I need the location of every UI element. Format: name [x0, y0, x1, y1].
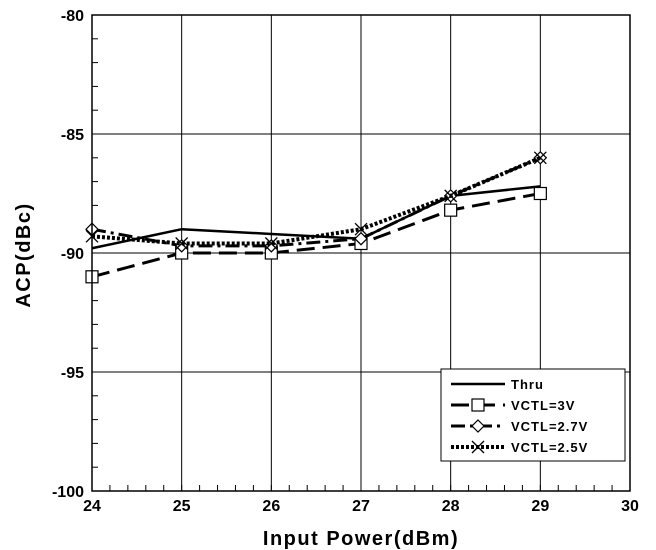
- legend-label: VCTL=2.7V: [511, 419, 588, 434]
- legend-item-vctl-2-7v: VCTL=2.7V: [451, 419, 588, 434]
- legend-item-vctl-2-5v: VCTL=2.5V: [451, 440, 588, 455]
- series-layer: [85, 150, 548, 284]
- legend-label: Thru: [511, 377, 544, 392]
- legend-marker: [471, 419, 485, 433]
- series-line: [91, 156, 541, 248]
- data-point: [533, 186, 547, 201]
- data-point: [444, 203, 458, 217]
- x-tick-label: 25: [173, 498, 191, 515]
- data-point: [354, 231, 368, 246]
- x-marker-stroke: [264, 237, 278, 250]
- x-tick-label: 27: [352, 498, 370, 515]
- y-tick-label: -95: [61, 365, 84, 382]
- x-marker-stroke: [471, 440, 485, 454]
- data-point: [444, 189, 458, 203]
- legend-label: VCTL=2.5V: [511, 440, 588, 455]
- data-point: [175, 237, 189, 250]
- y-axis-title: ACP(dBc): [13, 202, 35, 307]
- x-marker-stroke: [354, 222, 368, 236]
- legend-marker: [471, 398, 485, 412]
- x-marker-stroke: [444, 189, 458, 203]
- data-point: [533, 151, 547, 165]
- tick-labels: 24 25 26 27 28 29 30 -80 -85 -90 -95 -100: [52, 8, 639, 515]
- x-marker-stroke: [175, 237, 189, 250]
- y-tick-label: -100: [52, 484, 84, 501]
- y-tick-label: -90: [61, 246, 84, 263]
- x-marker-stroke: [533, 151, 547, 165]
- legend-item-vctl-3v: VCTL=3V: [451, 398, 575, 413]
- legend-label: VCTL=3V: [511, 398, 575, 413]
- x-tick-label: 26: [262, 498, 280, 515]
- x-axis-title: Input Power(dBm): [263, 528, 459, 550]
- data-point: [264, 237, 278, 250]
- plot-frame: [91, 14, 631, 492]
- series-line: [91, 155, 542, 246]
- x-tick-label: 28: [442, 498, 460, 515]
- data-point: [354, 222, 368, 236]
- series-vctl-2-5v: [85, 151, 547, 250]
- series-line: [91, 185, 541, 250]
- x-tick-label: 30: [621, 498, 639, 515]
- y-tick-label: -80: [61, 8, 84, 25]
- legend-item-thru: Thru: [451, 377, 544, 392]
- y-tick-label: -85: [61, 127, 84, 144]
- x-tick-label: 29: [531, 498, 549, 515]
- series-thru: [91, 185, 541, 250]
- legend: Thru VCTL=3V VCTL=2.7V VCTL=2.5V: [440, 368, 626, 462]
- x-tick-label: 24: [83, 498, 101, 515]
- legend-marker: [471, 440, 485, 454]
